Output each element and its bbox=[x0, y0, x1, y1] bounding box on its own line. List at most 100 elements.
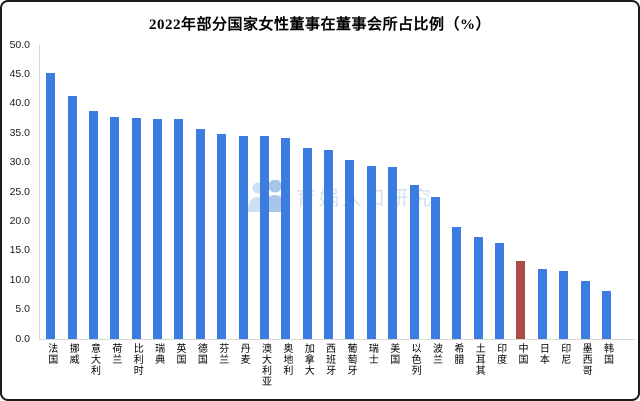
bar-column bbox=[275, 45, 296, 339]
bar bbox=[259, 136, 269, 339]
bar bbox=[409, 184, 419, 339]
bar bbox=[452, 226, 462, 339]
bar-column bbox=[168, 45, 189, 339]
x-axis-label: 西班牙 bbox=[323, 343, 335, 376]
y-tick-label: 15.0 bbox=[9, 244, 30, 257]
x-label-cell: 英国 bbox=[168, 343, 189, 387]
x-axis-label: 挪威 bbox=[67, 343, 79, 365]
bar bbox=[67, 95, 77, 339]
bar bbox=[601, 291, 611, 339]
x-axis-label: 奥地利 bbox=[280, 343, 292, 376]
y-axis: 50.0 45.0 40.0 35.0 30.0 25.0 20.0 15.0 10.0 5.0 0… bbox=[2, 39, 35, 345]
bar-column bbox=[382, 45, 403, 339]
x-label-cell: 法国 bbox=[40, 343, 61, 387]
y-tick-label: 40.0 bbox=[9, 97, 30, 110]
plot-area bbox=[40, 45, 617, 339]
x-label-cell: 西班牙 bbox=[318, 343, 339, 387]
x-axis-labels: 法国 挪威 意大利 荷兰 比利时 瑞典 英国 德国 芬兰 丹麦 澳大利亚 奥地利 加拿大 西班牙 葡萄牙 瑞士… bbox=[40, 343, 617, 387]
bar-column bbox=[104, 45, 125, 339]
bar-column bbox=[83, 45, 104, 339]
x-axis-label: 意大利 bbox=[88, 343, 100, 376]
x-label-cell: 意大利 bbox=[83, 343, 104, 387]
x-axis-label: 印度 bbox=[494, 343, 506, 365]
bar-column bbox=[596, 45, 617, 339]
bar bbox=[153, 118, 163, 339]
x-label-cell: 丹麦 bbox=[232, 343, 253, 387]
y-tick-label: 30.0 bbox=[9, 156, 30, 169]
bar-column bbox=[318, 45, 339, 339]
x-axis-label: 法国 bbox=[45, 343, 57, 365]
x-axis-label: 德国 bbox=[195, 343, 207, 365]
bar-column bbox=[147, 45, 168, 339]
bar-highlight bbox=[516, 261, 526, 339]
bar-column bbox=[211, 45, 232, 339]
bar bbox=[195, 129, 205, 339]
x-label-cell: 印尼 bbox=[553, 343, 574, 387]
x-axis-label: 美国 bbox=[387, 343, 399, 365]
x-label-cell: 美国 bbox=[382, 343, 403, 387]
bar bbox=[473, 236, 483, 339]
x-label-cell: 荷兰 bbox=[104, 343, 125, 387]
bar bbox=[302, 147, 312, 339]
bar bbox=[537, 269, 547, 339]
x-axis-label: 日本 bbox=[537, 343, 549, 365]
y-tick-label: 0.0 bbox=[15, 332, 30, 345]
bar-column bbox=[361, 45, 382, 339]
x-label-cell: 挪威 bbox=[61, 343, 82, 387]
bar bbox=[366, 165, 376, 339]
y-tick-label: 45.0 bbox=[9, 67, 30, 80]
bar bbox=[281, 137, 291, 339]
x-label-cell: 奥地利 bbox=[275, 343, 296, 387]
bar-column bbox=[254, 45, 275, 339]
bar bbox=[174, 119, 184, 339]
bar bbox=[495, 242, 505, 339]
y-axis-line bbox=[39, 45, 40, 340]
x-label-cell: 中国 bbox=[510, 343, 531, 387]
x-label-cell: 日本 bbox=[532, 343, 553, 387]
x-label-cell: 希腊 bbox=[446, 343, 467, 387]
bar bbox=[217, 134, 227, 339]
x-axis-label: 墨西哥 bbox=[580, 343, 592, 376]
y-tick-label: 50.0 bbox=[9, 38, 30, 51]
bar bbox=[88, 111, 98, 339]
bar bbox=[580, 280, 590, 339]
bar-column bbox=[232, 45, 253, 339]
bar-column bbox=[40, 45, 61, 339]
y-tick-label: 10.0 bbox=[9, 273, 30, 286]
x-axis-label: 芬兰 bbox=[216, 343, 228, 365]
bar-column bbox=[510, 45, 531, 339]
x-axis-label: 澳大利亚 bbox=[259, 343, 271, 387]
x-label-cell: 比利时 bbox=[126, 343, 147, 387]
x-axis-label: 印尼 bbox=[558, 343, 570, 365]
x-label-cell: 葡萄牙 bbox=[339, 343, 360, 387]
x-axis-label: 希腊 bbox=[451, 343, 463, 365]
y-tick-label: 35.0 bbox=[9, 126, 30, 139]
bar-column bbox=[403, 45, 424, 339]
bar bbox=[46, 72, 56, 339]
x-label-cell: 芬兰 bbox=[211, 343, 232, 387]
x-axis-label: 葡萄牙 bbox=[344, 343, 356, 376]
bar-column bbox=[532, 45, 553, 339]
x-label-cell: 墨西哥 bbox=[574, 343, 595, 387]
x-label-cell: 波兰 bbox=[425, 343, 446, 387]
x-label-cell: 瑞典 bbox=[147, 343, 168, 387]
bar-column bbox=[339, 45, 360, 339]
bar bbox=[388, 167, 398, 339]
x-axis-line bbox=[39, 339, 635, 340]
y-tick-label: 25.0 bbox=[9, 185, 30, 198]
x-label-cell: 加拿大 bbox=[297, 343, 318, 387]
bar bbox=[559, 271, 569, 339]
bar-column bbox=[468, 45, 489, 339]
bar bbox=[430, 196, 440, 339]
bar-column bbox=[126, 45, 147, 339]
bar-column bbox=[574, 45, 595, 339]
x-axis-label: 荷兰 bbox=[109, 343, 121, 365]
x-axis-label: 波兰 bbox=[430, 343, 442, 365]
x-label-cell: 印度 bbox=[489, 343, 510, 387]
bar-column bbox=[297, 45, 318, 339]
bar-column bbox=[425, 45, 446, 339]
bar bbox=[345, 159, 355, 339]
bar-column bbox=[190, 45, 211, 339]
x-label-cell: 以色列 bbox=[403, 343, 424, 387]
